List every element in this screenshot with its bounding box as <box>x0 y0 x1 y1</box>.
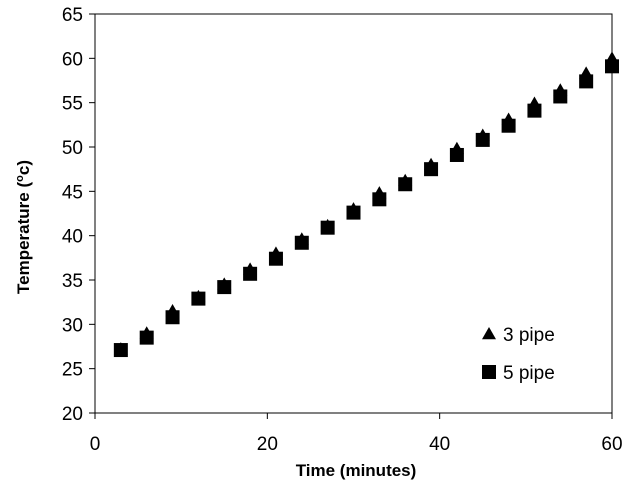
square-point <box>346 205 361 220</box>
square-point <box>217 280 232 295</box>
series-5-pipe <box>113 59 619 358</box>
square-point <box>372 192 387 207</box>
plot-area <box>94 13 613 414</box>
square-point <box>243 266 258 281</box>
y-tick-label: 55 <box>62 94 83 115</box>
y-tick-label: 45 <box>62 182 83 203</box>
legend-marker-square <box>482 365 496 379</box>
legend-label: 5 pipe <box>503 363 555 384</box>
y-axis-title-tail: c) <box>14 160 33 175</box>
square-point <box>113 343 128 358</box>
x-tick-label: 60 <box>601 434 622 455</box>
square-point <box>139 330 154 345</box>
x-tick-label: 0 <box>90 434 101 455</box>
square-point <box>294 235 309 250</box>
series-3-pipe <box>113 51 619 355</box>
y-tick-label: 35 <box>62 271 83 292</box>
y-axis: 20 25 30 35 40 45 50 55 60 65 <box>62 5 95 425</box>
square-point <box>579 74 594 89</box>
x-tick-label: 20 <box>257 434 278 455</box>
data-points <box>113 51 619 358</box>
legend: 3 pipe 5 pipe <box>482 325 555 384</box>
y-axis-title-main: Temperature ( <box>14 182 33 294</box>
x-axis: 0 20 40 60 <box>90 413 623 455</box>
square-point <box>527 103 542 118</box>
y-tick-label: 25 <box>62 360 83 381</box>
y-tick-label: 20 <box>62 404 83 425</box>
y-axis-title-superscript: o <box>14 175 26 182</box>
square-point <box>165 310 180 325</box>
y-tick-label: 60 <box>62 49 83 70</box>
square-point <box>398 177 413 192</box>
y-tick-label: 30 <box>62 315 83 336</box>
legend-label: 3 pipe <box>503 325 555 346</box>
square-point <box>268 251 283 266</box>
x-tick-label: 40 <box>429 434 450 455</box>
square-point <box>605 59 619 74</box>
y-axis-title: Temperature (oc) <box>14 160 33 294</box>
plot-border <box>94 13 613 414</box>
square-point <box>553 89 568 104</box>
square-point <box>449 147 464 162</box>
square-point <box>191 291 206 306</box>
y-tick-label: 65 <box>62 5 83 26</box>
x-axis-title: Time (minutes) <box>296 461 417 480</box>
square-point <box>320 220 335 235</box>
square-point <box>475 132 490 147</box>
square-point <box>501 118 516 133</box>
legend-marker-triangle <box>482 327 496 340</box>
y-tick-label: 40 <box>62 227 83 248</box>
y-tick-label: 50 <box>62 138 83 159</box>
square-point <box>424 162 439 177</box>
